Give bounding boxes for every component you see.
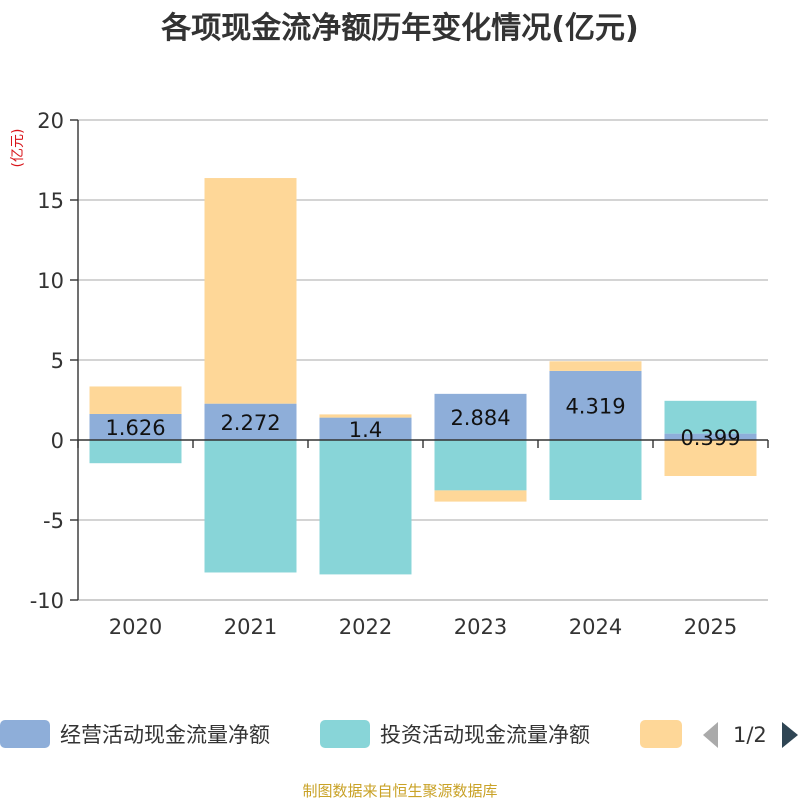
bar-2024-series-0[interactable] — [549, 370, 642, 440]
x-tick-label-2024: 2024 — [569, 615, 622, 639]
y-tick-label: -10 — [30, 589, 64, 613]
bar-2024-series-1[interactable] — [549, 440, 642, 500]
bar-2021-series-1[interactable] — [204, 440, 297, 573]
data-label-2024: 4.319 — [565, 394, 625, 418]
x-tick-label-2021: 2021 — [224, 615, 277, 639]
legend-next-page-icon[interactable] — [782, 722, 798, 748]
bar-2021-series-2[interactable] — [204, 178, 297, 404]
x-tick-label-2025: 2025 — [684, 615, 737, 639]
bar-2022-series-2[interactable] — [319, 414, 412, 418]
data-label-2022: 1.4 — [349, 418, 382, 442]
grid-layer — [78, 119, 768, 601]
bar-2025-series-1[interactable] — [664, 400, 757, 434]
data-label-2021: 2.272 — [220, 411, 280, 435]
legend: 经营活动现金流量净额 投资活动现金流量净额 1/2 — [0, 720, 798, 748]
bar-2020-series-0[interactable] — [89, 413, 182, 440]
legend-swatch-third[interactable] — [640, 720, 682, 748]
bar-2023-series-2[interactable] — [434, 490, 527, 502]
bar-2023-series-1[interactable] — [434, 440, 527, 491]
legend-label-operating[interactable]: 经营活动现金流量净额 — [60, 723, 270, 747]
legend-page-indicator: 1/2 — [733, 723, 767, 747]
footer-source: 制图数据来自恒生聚源数据库 — [302, 782, 497, 800]
axis-layer: 20 15 10 5 0 -5 -10 2020 2021 2022 2023 2024 2025 — [30, 109, 769, 639]
legend-swatch-operating[interactable] — [0, 720, 50, 748]
bar-2022-series-0[interactable] — [319, 417, 412, 440]
chart-title: 各项现金流净额历年变化情况(亿元) — [160, 11, 638, 46]
x-tick-label-2022: 2022 — [339, 615, 392, 639]
y-tick-label: 20 — [37, 109, 64, 133]
y-tick-label: 5 — [51, 349, 64, 373]
data-label-layer: 1.626 2.272 1.4 2.884 4.319 0.399 — [105, 394, 740, 449]
data-label-2020: 1.626 — [105, 416, 165, 440]
y-axis-label: (亿元) — [10, 129, 26, 168]
bar-2022-series-1[interactable] — [319, 440, 412, 575]
legend-swatch-investing[interactable] — [320, 720, 370, 748]
y-tick-label: 15 — [37, 189, 64, 213]
bar-layer — [89, 178, 757, 575]
x-tick-label-2020: 2020 — [109, 615, 162, 639]
bar-2020-series-1[interactable] — [89, 440, 182, 464]
data-label-2023: 2.884 — [450, 406, 510, 430]
bar-2021-series-0[interactable] — [204, 403, 297, 440]
bar-2024-series-2[interactable] — [549, 361, 642, 371]
y-tick-label: 10 — [37, 269, 64, 293]
y-tick-label: -5 — [43, 509, 64, 533]
x-tick-label-2023: 2023 — [454, 615, 507, 639]
y-tick-label: 0 — [51, 429, 64, 453]
bar-2025-series-2[interactable] — [664, 440, 757, 476]
bar-2020-series-2[interactable] — [89, 386, 182, 414]
legend-prev-page-icon[interactable] — [703, 722, 718, 748]
bar-2023-series-0[interactable] — [434, 393, 527, 440]
bar-2025-series-0[interactable] — [664, 433, 757, 440]
data-label-2025: 0.399 — [680, 426, 740, 450]
legend-label-investing[interactable]: 投资活动现金流量净额 — [380, 723, 590, 747]
